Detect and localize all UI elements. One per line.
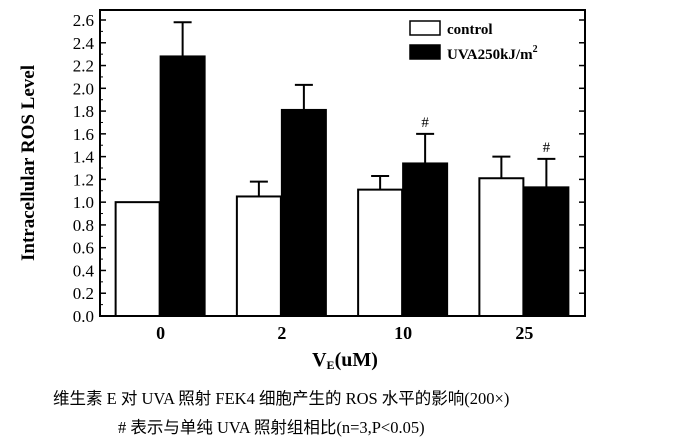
y-tick-label: 0.8 xyxy=(73,216,94,235)
bar-control-0 xyxy=(114,201,161,317)
y-tick-label: 0.2 xyxy=(73,284,94,303)
y-tick-label: 1.2 xyxy=(73,170,94,189)
x-tick-label: 2 xyxy=(277,323,286,343)
y-tick-label: 2.0 xyxy=(73,79,94,98)
x-tick-label: 25 xyxy=(515,323,533,343)
x-tick-label: 10 xyxy=(394,323,412,343)
legend: control UVA250kJ/m2 xyxy=(409,20,538,63)
y-tick-label: 1.0 xyxy=(73,193,94,212)
y-tick-label: 0.4 xyxy=(73,261,95,280)
x-tick-label: 0 xyxy=(156,323,165,343)
y-tick-label: 2.2 xyxy=(73,57,94,76)
bar-uva-10 xyxy=(402,162,449,317)
y-tick-label: 0.6 xyxy=(73,239,94,258)
x-axis-label: VE(uM) xyxy=(312,349,378,372)
plot-frame xyxy=(99,9,586,317)
bar-control-2 xyxy=(235,195,282,317)
x-axis-ticks: 0 2 10 25 xyxy=(156,310,533,343)
bars: ## xyxy=(114,21,570,318)
legend-box-uva xyxy=(409,44,441,60)
bar-control-25 xyxy=(478,177,525,317)
legend-box-control xyxy=(409,20,441,36)
y-tick-label: 1.4 xyxy=(73,148,95,167)
y-tick-label: 2.6 xyxy=(73,11,94,30)
legend-label-control: control xyxy=(447,22,493,38)
figure-caption: 维生素 E 对 UVA 照射 FEK4 细胞产生的 ROS 水平的影响(200×… xyxy=(53,389,510,408)
bar-uva-2 xyxy=(280,108,327,317)
y-tick-label: 0.0 xyxy=(73,307,94,326)
bar-control-10 xyxy=(357,188,404,317)
significance-mark: # xyxy=(543,140,551,156)
legend-label-uva: UVA250kJ/m2 xyxy=(447,44,538,63)
y-axis-label: Intracellular ROS Level xyxy=(18,65,39,261)
bar-uva-0 xyxy=(159,55,206,318)
y-axis-ticks: 0.0 0.2 0.4 0.6 0.8 1.0 1.2 1.4 1.6 1.8 2.0 2.2 2.4 2… xyxy=(73,11,585,326)
significance-mark: # xyxy=(421,115,429,131)
bar-uva-25 xyxy=(523,186,570,317)
y-tick-label: 1.6 xyxy=(73,125,94,144)
y-tick-label: 1.8 xyxy=(73,102,94,121)
bar-chart: 0.0 0.2 0.4 0.6 0.8 1.0 1.2 1.4 1.6 1.8 2.0 2.2 2.4 2… xyxy=(18,9,586,372)
y-tick-label: 2.4 xyxy=(73,34,95,53)
figure-caption-note: # 表示与单纯 UVA 照射组相比(n=3,P<0.05) xyxy=(118,418,425,437)
